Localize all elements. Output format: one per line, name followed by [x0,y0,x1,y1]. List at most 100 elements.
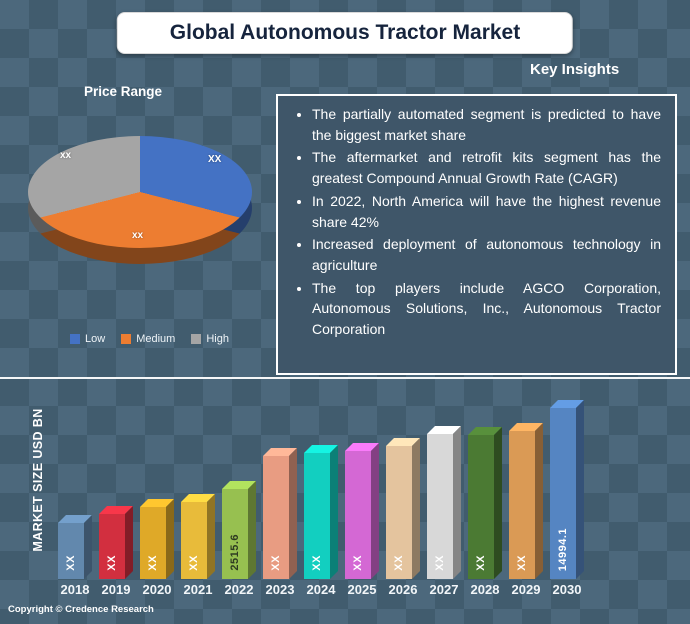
bar-3d: 14994.1 [550,400,584,579]
bar-value-label: XX [516,555,528,571]
bar-year-label: 2030 [552,582,582,597]
bar-year-label: 2026 [388,582,418,597]
bar-side-face [330,445,338,579]
page-title: Global Autonomous Tractor Market [116,12,574,54]
y-axis-label: MARKET SIZE USD BN [31,408,45,552]
insight-bullet: Increased deployment of autonomous techn… [312,234,661,275]
bar-side-face [207,494,215,579]
bar-front-face [263,456,289,579]
bar-3d: XX [304,445,338,579]
bar-value-label: 14994.1 [557,527,569,571]
bar-value-label: XX [311,555,323,571]
bar-2027: XX 2027 [427,426,461,597]
legend-item-high: High [191,333,229,345]
bar-year-label: 2021 [183,582,213,597]
legend-swatch [70,334,80,344]
page-title-rest: Autonomous Tractor Market [235,21,521,44]
bar-3d: 2515.6 [222,481,256,579]
bar-value-label: XX [188,555,200,571]
bar-value-label: XX [106,555,118,571]
insights-list: The partially automated segment is predi… [292,104,661,340]
bar-3d: XX [58,515,92,579]
bar-side-face [289,448,297,579]
bar-value-label: XX [352,555,364,571]
bar-front-face [468,435,494,579]
legend-item-low: Low [70,333,105,345]
bar-year-label: 2019 [101,582,131,597]
legend-swatch [121,334,132,344]
bar-year-label: 2025 [347,582,377,597]
bar-2030: 14994.1 2030 [550,400,584,597]
bar-front-face [345,451,371,579]
pie-slice-label-medium: xx [132,230,144,241]
bar-3d: XX [509,423,543,579]
pie-3d-top [28,136,252,248]
insight-bullet: The partially automated segment is predi… [312,104,661,145]
legend-label: Medium [136,333,176,345]
section-divider [0,377,690,379]
bar-value-label: XX [393,555,405,571]
bars-row: XX 2018 XX 2019 XX 2020 XX 2021 2515.6 2022 XX 2023… [58,400,584,597]
bar-year-label: 2022 [224,582,254,597]
bar-value-label: XX [147,555,159,571]
bar-front-face [140,507,166,579]
bar-year-label: 2024 [306,582,336,597]
bar-3d: XX [99,506,133,579]
bar-3d: XX [468,427,502,579]
legend-label: High [206,333,229,345]
bar-2024: XX 2024 [304,445,338,597]
bar-front-face [222,489,248,579]
bar-side-face [248,481,256,579]
bar-side-face [84,515,92,579]
bar-2029: XX 2029 [509,423,543,597]
copyright-text: Copyright © Credence Research [8,604,154,615]
bar-2019: XX 2019 [99,506,133,597]
page-title-emphasis: Global [169,21,236,44]
bar-front-face [550,408,576,579]
bar-year-label: 2027 [429,582,459,597]
bar-front-face [427,434,453,579]
bar-year-label: 2018 [60,582,90,597]
bar-2018: XX 2018 [58,515,92,597]
bar-value-label: XX [65,555,77,571]
pie-chart-title: Price Range [84,84,163,99]
bar-2028: XX 2028 [468,427,502,597]
bar-front-face [58,523,84,579]
bar-2022: 2515.6 2022 [222,481,256,597]
bar-side-face [412,438,420,579]
bar-front-face [181,502,207,579]
bar-3d: XX [345,443,379,579]
bar-year-label: 2029 [511,582,541,597]
bar-3d: XX [181,494,215,579]
insight-bullet: The top players include AGCO Corporation… [312,278,661,340]
pie-chart: XX xx xx [28,136,252,286]
insight-bullet: In 2022, North America will have the hig… [312,191,661,232]
bar-3d: XX [386,438,420,579]
bar-2023: XX 2023 [263,448,297,597]
bar-front-face [304,453,330,579]
legend-swatch [191,334,202,344]
bar-2026: XX 2026 [386,438,420,597]
bar-side-face [371,443,379,579]
bar-side-face [494,427,502,579]
bar-side-face [125,506,133,579]
pie-legend: Low Medium High [70,333,229,345]
bar-3d: XX [140,499,174,579]
bar-side-face [166,499,174,579]
key-insights-title: Key Insights [530,61,620,78]
pie-slice-label-low: XX [208,154,222,165]
bar-side-face [453,426,461,579]
bar-value-label: 2515.6 [229,534,241,571]
bar-3d: XX [263,448,297,579]
bar-front-face [386,446,412,579]
bar-front-face [509,431,535,579]
pie-slice-label-high: xx [60,150,72,161]
key-insights-box: The partially automated segment is predi… [276,94,677,375]
bar-2021: XX 2021 [181,494,215,597]
bar-front-face [99,514,125,579]
legend-label: Low [85,333,106,345]
bar-2025: XX 2025 [345,443,379,597]
bar-value-label: XX [475,555,487,571]
bar-side-face [535,423,543,579]
